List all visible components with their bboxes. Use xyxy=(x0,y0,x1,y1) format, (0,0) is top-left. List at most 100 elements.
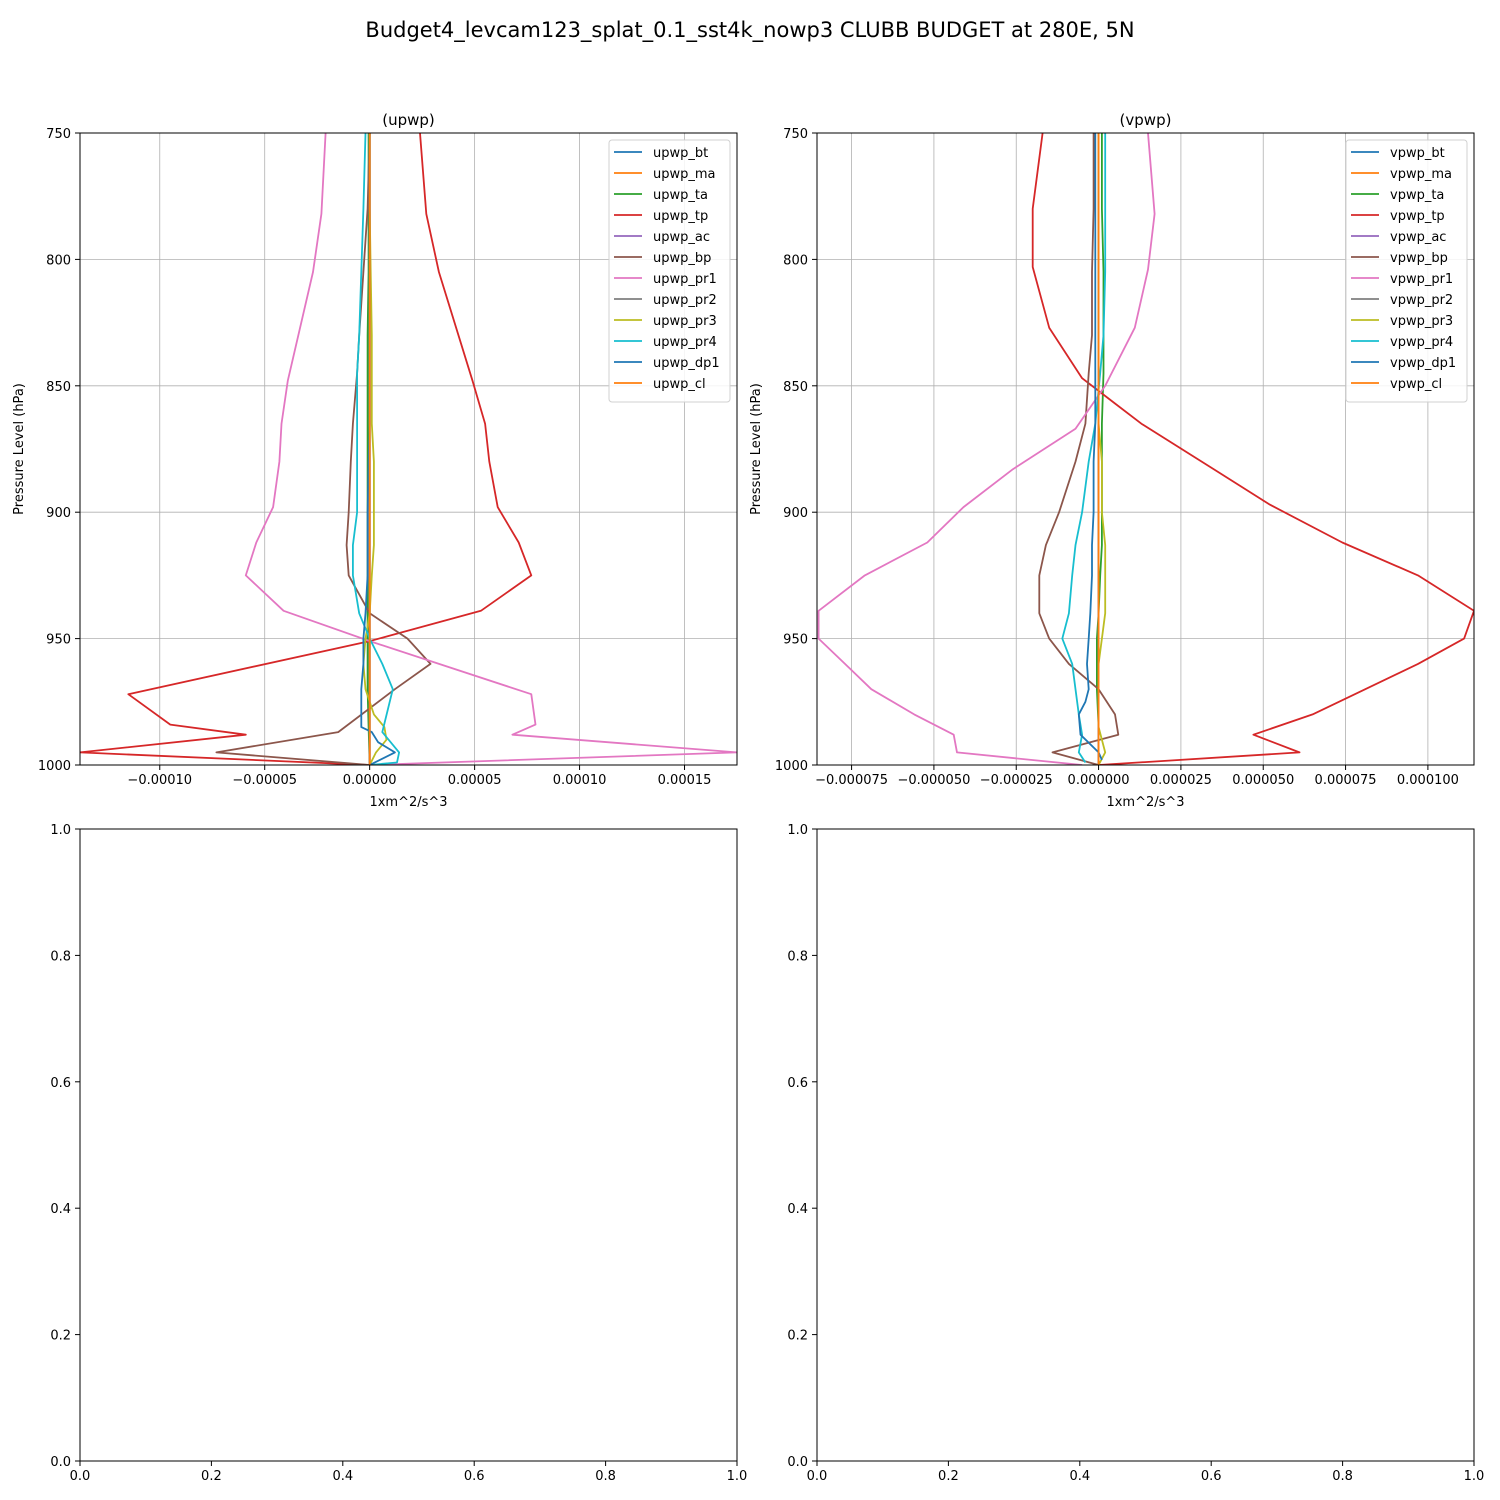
subplot-2: −0.000075 −0.000050 −0.000025 0.000000 0.000… xyxy=(749,111,1475,810)
legend-entry: vpwp_pr1 xyxy=(1390,272,1453,287)
legend-entry: upwp_pr3 xyxy=(653,314,717,329)
x-tick-label: 1.0 xyxy=(727,1469,748,1484)
x-tick-label: −0.00010 xyxy=(127,773,192,788)
legend-entry: upwp_pr1 xyxy=(653,272,717,287)
y-tick-label: 1000 xyxy=(38,759,71,774)
y-tick-label: 1.0 xyxy=(50,823,71,838)
x-tick-label: 0.00010 xyxy=(553,773,607,788)
y-axis-label: Pressure Level (hPa) xyxy=(749,383,764,515)
legend-entry: vpwp_pr3 xyxy=(1390,314,1453,329)
x-tick-label: 0.00000 xyxy=(343,773,397,788)
axes-frame xyxy=(816,132,1475,766)
subplot-4: 0.0 0.2 0.4 0.6 0.8 1.0 0.0 0.2 0.4 0.6 0.8 1.0 xyxy=(787,823,1484,1484)
x-tick-label: 0.000100 xyxy=(1397,773,1459,788)
legend-entry: vpwp_bt xyxy=(1390,146,1445,161)
subplot-3: 0.0 0.2 0.4 0.6 0.8 1.0 0.0 0.2 0.4 0.6 0.8 1.0 xyxy=(50,823,747,1484)
series-line-upwp_pr1 xyxy=(244,133,737,765)
legend-entry: upwp_cl xyxy=(653,377,706,392)
axes-frame xyxy=(79,132,738,766)
y-tick-label: 850 xyxy=(783,380,808,395)
legend-box xyxy=(1345,139,1468,403)
series-line-vpwp_bp xyxy=(1038,133,1120,765)
y-tick-label: 750 xyxy=(46,127,71,142)
figure-title: Budget4_levcam123_splat_0.1_sst4k_nowp3 … xyxy=(365,18,1134,43)
legend-entry: vpwp_cl xyxy=(1390,377,1442,392)
x-tick-label: 0.000050 xyxy=(1232,773,1294,788)
x-tick-label: 0.000025 xyxy=(1150,773,1212,788)
subplot-1: −0.00010 −0.00005 0.00000 0.00005 0.00010 0.0… xyxy=(12,111,738,810)
y-tick-label: 0.0 xyxy=(787,1455,808,1470)
x-tick-label: 0.0 xyxy=(70,1469,91,1484)
x-tick-label: −0.000050 xyxy=(897,773,970,788)
x-tick-label: −0.000075 xyxy=(815,773,888,788)
y-tick-label: 750 xyxy=(783,127,808,142)
subplot-grid: −0.00010 −0.00005 0.00000 0.00005 0.00010 0.0… xyxy=(12,111,1484,1484)
series-line-vpwp_pr1 xyxy=(817,133,1156,765)
y-tick-label: 1.0 xyxy=(787,823,808,838)
x-tick-label: 0.2 xyxy=(938,1469,959,1484)
series-line-vpwp_dp1 xyxy=(1077,133,1103,761)
series-group xyxy=(817,133,1474,765)
y-tick-label: 0.8 xyxy=(787,949,808,964)
legend-entry: vpwp_dp1 xyxy=(1390,356,1456,371)
x-tick-label: 0.0 xyxy=(807,1469,828,1484)
x-tick-label: 0.4 xyxy=(1069,1469,1090,1484)
legend-entry: upwp_dp1 xyxy=(653,356,720,371)
x-axis-label: 1xm^2/s^3 xyxy=(1106,795,1184,810)
x-tick-label: −0.00005 xyxy=(232,773,297,788)
legend-entry: upwp_bt xyxy=(653,146,708,161)
x-tick-label: 0.000000 xyxy=(1068,773,1130,788)
x-tick-label: 1.0 xyxy=(1464,1469,1485,1484)
series-line-vpwp_tp xyxy=(1031,133,1474,765)
legend-entry: vpwp_tp xyxy=(1390,209,1445,224)
series-line-upwp_tp xyxy=(80,133,533,765)
x-tick-label: 0.000075 xyxy=(1315,773,1377,788)
x-tick-label: 0.6 xyxy=(1201,1469,1222,1484)
legend-entry: vpwp_pr4 xyxy=(1390,335,1453,350)
y-tick-label: 0.8 xyxy=(50,949,71,964)
x-tick-label: 0.6 xyxy=(464,1469,485,1484)
x-tick-label: 0.00005 xyxy=(448,773,502,788)
legend-entry: upwp_tp xyxy=(653,209,708,224)
y-tick-label: 0.4 xyxy=(50,1202,71,1217)
y-tick-label: 800 xyxy=(783,253,808,268)
y-tick-label: 0.6 xyxy=(787,1076,808,1091)
legend-entry: vpwp_ac xyxy=(1390,230,1446,245)
x-tick-label: 0.4 xyxy=(332,1469,353,1484)
series-group xyxy=(80,133,737,765)
y-tick-label: 0.0 xyxy=(50,1455,71,1470)
legend-box xyxy=(608,139,731,403)
y-tick-label: 950 xyxy=(46,633,71,648)
y-tick-label: 850 xyxy=(46,380,71,395)
y-tick-label: 900 xyxy=(783,506,808,521)
y-tick-label: 900 xyxy=(46,506,71,521)
legend: vpwp_bt vpwp_ma vpwp_ta vpwp_tp vpwp_ac vpwp_… xyxy=(1345,139,1468,403)
y-tick-label: 0.2 xyxy=(787,1329,808,1344)
legend: upwp_bt upwp_ma upwp_ta upwp_tp upwp_ac upwp_… xyxy=(608,139,731,403)
legend-entry: vpwp_ma xyxy=(1390,167,1452,182)
legend-entry: upwp_pr2 xyxy=(653,293,717,308)
y-tick-label: 0.6 xyxy=(50,1076,71,1091)
legend-entry: upwp_ta xyxy=(653,188,708,203)
subplot-title: (vpwp) xyxy=(1120,111,1172,129)
legend-entry: vpwp_pr2 xyxy=(1390,293,1453,308)
x-axis-label: 1xm^2/s^3 xyxy=(369,795,447,810)
legend-entry: upwp_ma xyxy=(653,167,716,182)
legend-entry: upwp_pr4 xyxy=(653,335,717,350)
x-tick-label: 0.8 xyxy=(595,1469,616,1484)
axes-frame xyxy=(79,828,738,1462)
x-tick-label: 0.2 xyxy=(201,1469,222,1484)
series-line-upwp_pr4 xyxy=(351,133,401,765)
y-axis-label: Pressure Level (hPa) xyxy=(12,383,27,515)
y-tick-label: 950 xyxy=(783,633,808,648)
legend-entry: upwp_bp xyxy=(653,251,711,266)
x-tick-label: −0.000025 xyxy=(980,773,1053,788)
legend-entry: upwp_ac xyxy=(653,230,710,245)
y-tick-label: 0.4 xyxy=(787,1202,808,1217)
legend-entry: vpwp_bp xyxy=(1390,251,1448,266)
y-tick-label: 1000 xyxy=(775,759,808,774)
axes-frame xyxy=(816,828,1475,1462)
legend-entry: vpwp_ta xyxy=(1390,188,1444,203)
